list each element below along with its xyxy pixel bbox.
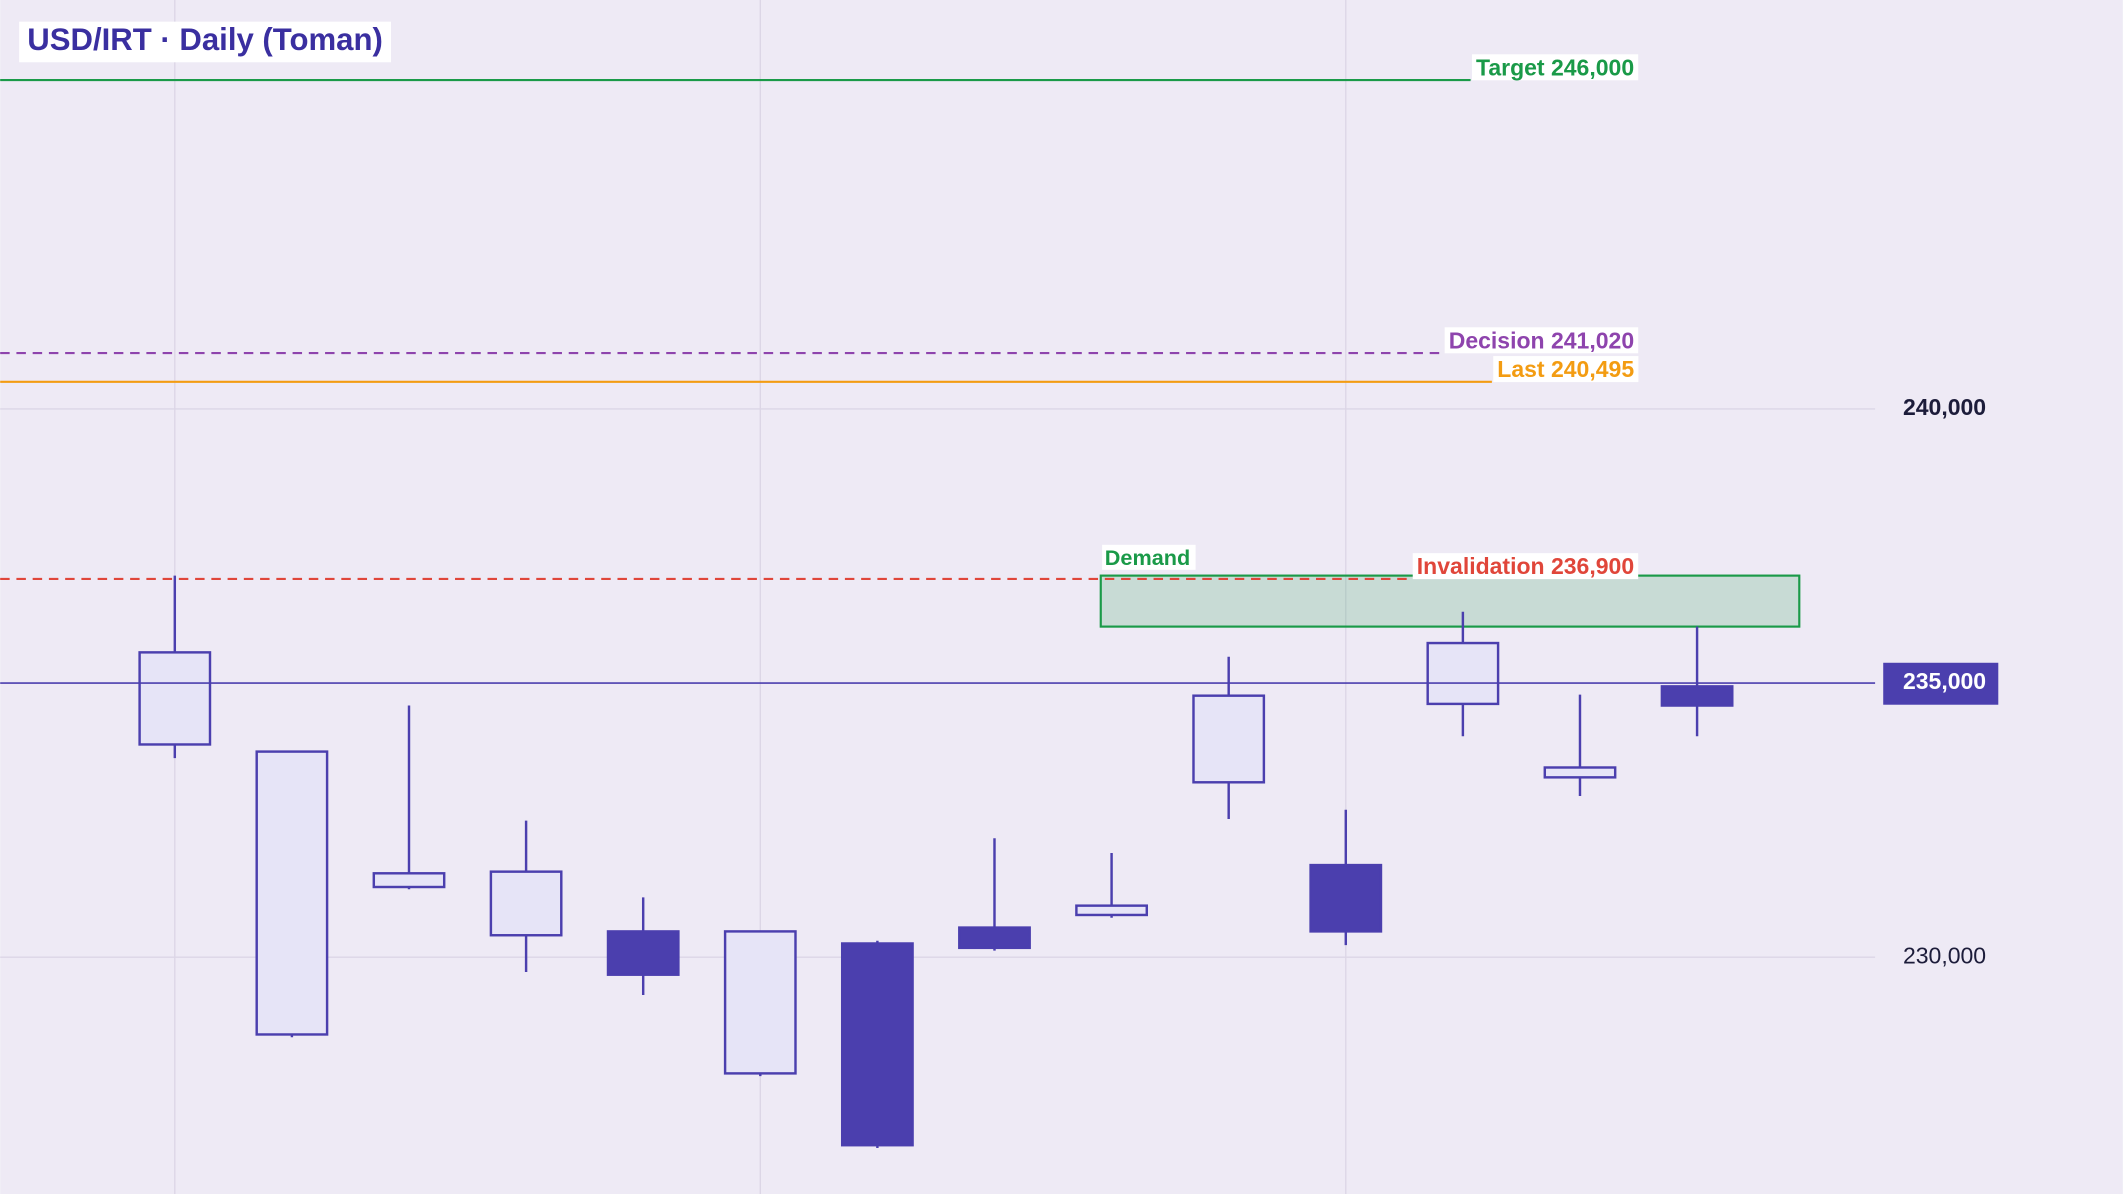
label-background (1444, 327, 1639, 354)
candle-body (958, 926, 1031, 950)
candle-body (1426, 641, 1500, 706)
candle-body (1660, 685, 1734, 707)
demand-zone (1099, 574, 1801, 628)
y-tick-label: 230,000 (1903, 942, 1986, 968)
label-background (1471, 54, 1639, 81)
candle-body (723, 930, 797, 1075)
candle-body (1543, 766, 1617, 779)
level-label: Last 240,495 (1497, 356, 1634, 382)
overlays: 230,000 240,000 Demand Target 246,000 Decisi… (0, 54, 1999, 968)
y-tick-label: 240,000 (1903, 394, 1986, 420)
zone-label: Demand (1105, 545, 1190, 570)
candle-body (255, 750, 329, 1036)
level-label: Invalidation 236,900 (1417, 553, 1634, 579)
chart-title: USD/IRT · Daily (Toman) (27, 22, 383, 57)
candle-body (1192, 694, 1266, 784)
price-marker-label: 235,000 (1903, 668, 1986, 694)
price-marker-box (1883, 662, 1999, 705)
label-background (1102, 544, 1196, 570)
candle-body (372, 872, 446, 889)
label-background (1412, 553, 1639, 580)
level-label: Decision 241,020 (1449, 327, 1634, 353)
candle-body (1309, 863, 1383, 933)
candle-body (138, 651, 212, 746)
candle-body (489, 870, 563, 937)
candle-body (1075, 904, 1149, 917)
candle-body (606, 930, 680, 976)
level-label: Target 246,000 (1476, 54, 1634, 80)
candle-body (840, 942, 914, 1147)
title-background (19, 21, 392, 63)
label-background (1493, 356, 1639, 383)
marks (138, 574, 1801, 1148)
